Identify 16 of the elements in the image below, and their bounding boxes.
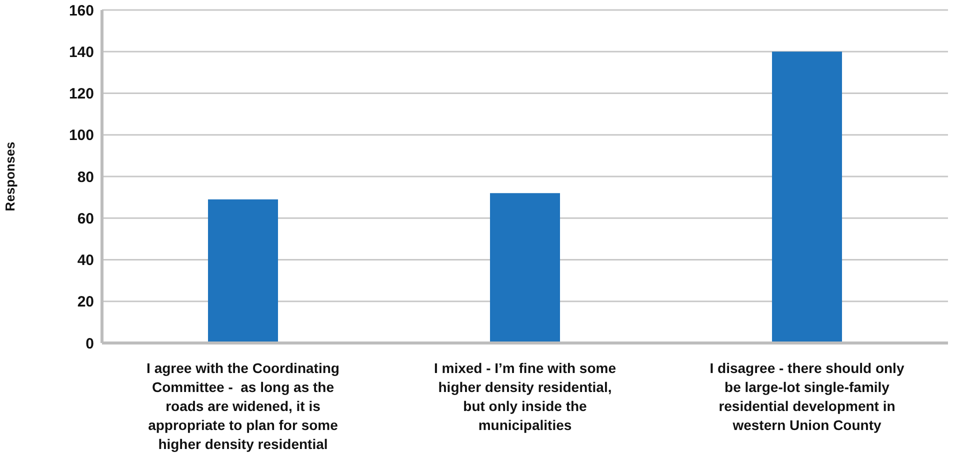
x-tick-label: I mixed - I’m fine with some higher density residential, but only inside the municipalities [434, 360, 616, 433]
y-tick-label: 80 [77, 168, 94, 186]
y-tick-label: 160 [68, 2, 94, 20]
y-tick-label: 120 [68, 86, 94, 103]
bar [208, 199, 278, 343]
y-tick-label: 0 [86, 335, 94, 352]
x-tick-label: I disagree - there should only be large-lot single-family residential development in western Union County [710, 360, 904, 433]
bar [772, 52, 842, 343]
y-tick-label: 20 [77, 294, 94, 311]
y-axis-title: Responses [2, 142, 18, 212]
bar [490, 193, 560, 343]
x-tick-label: I agree with the Coordinating Committee - as long as the roads are widened, it is appropriate to plan for some higher density residential [146, 360, 340, 452]
y-tick-label: 40 [77, 252, 94, 270]
y-tick-label: 60 [77, 210, 94, 228]
y-tick-label: 100 [68, 127, 94, 144]
y-tick-label: 140 [68, 44, 94, 61]
